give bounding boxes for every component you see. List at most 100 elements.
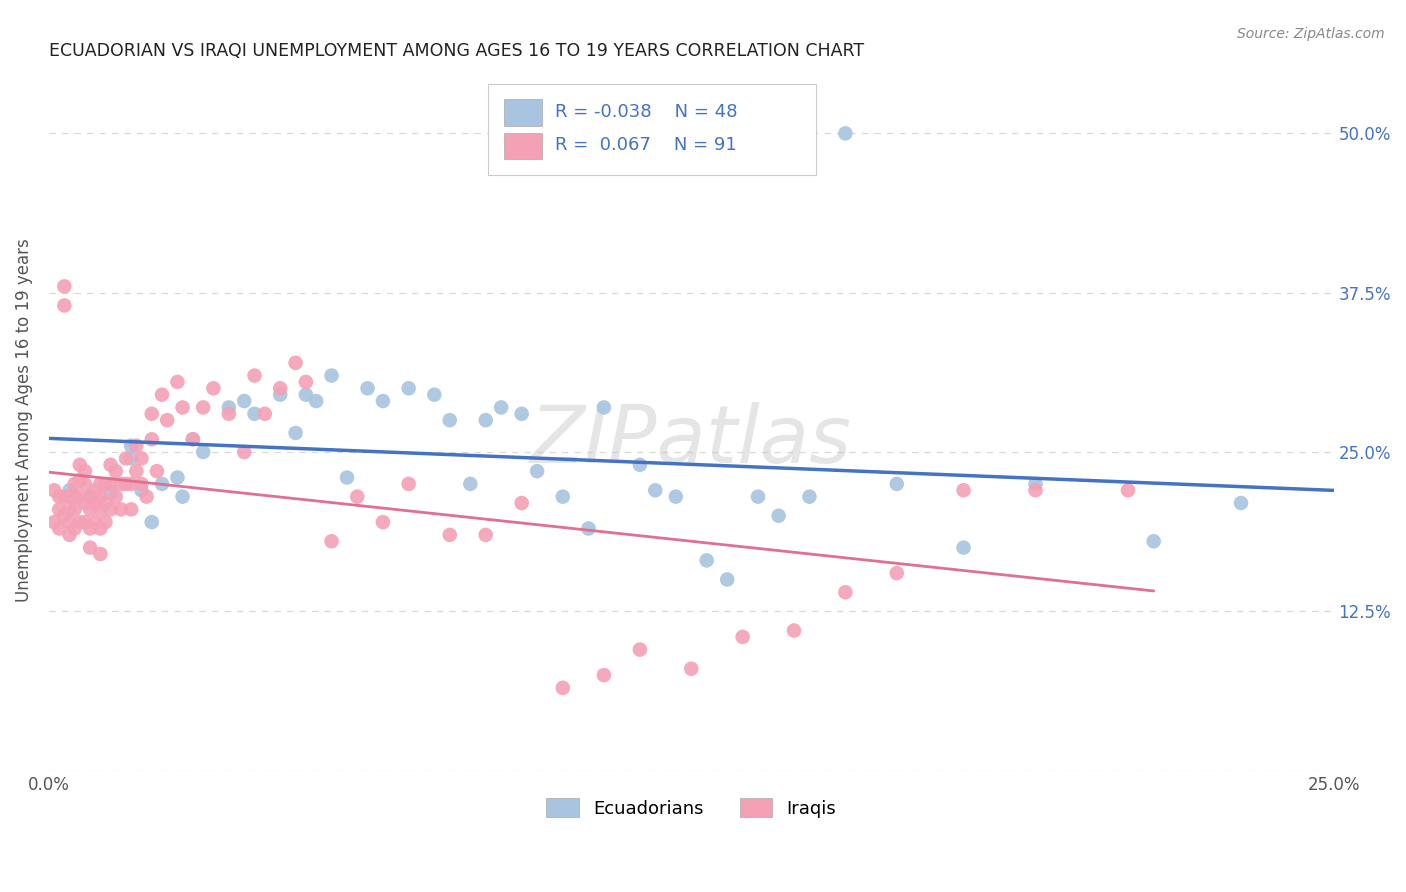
Point [125, 464, 148, 478]
Point [53, 298, 76, 312]
Point [284, 425, 307, 440]
Text: ECUADORIAN VS IRAQI UNEMPLOYMENT AMONG AGES 16 TO 19 YEARS CORRELATION CHART: ECUADORIAN VS IRAQI UNEMPLOYMENT AMONG A… [49, 42, 865, 60]
Point [474, 528, 496, 542]
Point [110, 476, 132, 491]
Point [42, 483, 65, 498]
Point [295, 387, 318, 401]
Point [58, 483, 80, 498]
Point [1024, 476, 1046, 491]
Point [120, 476, 142, 491]
Point [628, 642, 651, 657]
Point [253, 407, 276, 421]
Point [53, 279, 76, 293]
Point [79, 490, 101, 504]
Point [593, 668, 616, 682]
Point [371, 515, 394, 529]
Point [104, 464, 127, 478]
Point [73, 464, 96, 478]
Point [166, 470, 188, 484]
Point [156, 413, 179, 427]
Point [53, 490, 76, 504]
Point [100, 458, 122, 472]
Point [768, 508, 790, 523]
Point [181, 432, 204, 446]
Point [84, 496, 107, 510]
Point [510, 496, 533, 510]
Point [284, 356, 307, 370]
Point [63, 522, 86, 536]
Text: R =  0.067    N = 91: R = 0.067 N = 91 [555, 136, 737, 154]
Point [63, 476, 86, 491]
Point [172, 490, 194, 504]
Point [628, 458, 651, 472]
Point [1116, 483, 1139, 498]
Point [131, 483, 153, 498]
Point [747, 490, 769, 504]
Point [79, 541, 101, 555]
Point [73, 476, 96, 491]
Point [510, 407, 533, 421]
Point [110, 502, 132, 516]
Point [84, 483, 107, 498]
Point [146, 464, 169, 478]
Point [551, 490, 574, 504]
Point [191, 445, 214, 459]
Point [731, 630, 754, 644]
Point [131, 451, 153, 466]
Point [58, 502, 80, 516]
Point [42, 515, 65, 529]
Point [94, 496, 117, 510]
Point [952, 483, 974, 498]
Point [218, 407, 240, 421]
Point [141, 515, 163, 529]
Point [84, 515, 107, 529]
Point [48, 490, 70, 504]
Bar [503, 133, 543, 160]
Point [551, 681, 574, 695]
Point [181, 432, 204, 446]
Point [799, 490, 821, 504]
Point [233, 445, 256, 459]
Point [1143, 534, 1166, 549]
Point [243, 407, 266, 421]
Point [269, 381, 291, 395]
Point [166, 375, 188, 389]
Point [321, 368, 343, 383]
Point [398, 476, 420, 491]
Point [104, 490, 127, 504]
Point [305, 394, 328, 409]
Point [79, 490, 101, 504]
Point [63, 490, 86, 504]
Point [644, 483, 666, 498]
Point [73, 496, 96, 510]
Point [48, 522, 70, 536]
Point [69, 515, 91, 529]
Point [489, 401, 512, 415]
Point [120, 439, 142, 453]
Point [346, 490, 368, 504]
Point [79, 502, 101, 516]
Point [94, 476, 117, 491]
Point [150, 476, 173, 491]
Point [269, 387, 291, 401]
Text: ZIPatlas: ZIPatlas [530, 402, 852, 480]
Point [48, 502, 70, 516]
Point [423, 387, 446, 401]
Point [336, 470, 359, 484]
Point [141, 407, 163, 421]
Point [100, 502, 122, 516]
Text: R = -0.038    N = 48: R = -0.038 N = 48 [555, 103, 738, 120]
Point [218, 401, 240, 415]
Point [135, 490, 157, 504]
Point [63, 502, 86, 516]
Point [191, 401, 214, 415]
Point [120, 451, 142, 466]
Point [89, 502, 111, 516]
Point [665, 490, 688, 504]
Point [89, 490, 111, 504]
Point [886, 476, 908, 491]
Point [150, 387, 173, 401]
Point [783, 624, 806, 638]
Point [398, 381, 420, 395]
Point [439, 528, 461, 542]
